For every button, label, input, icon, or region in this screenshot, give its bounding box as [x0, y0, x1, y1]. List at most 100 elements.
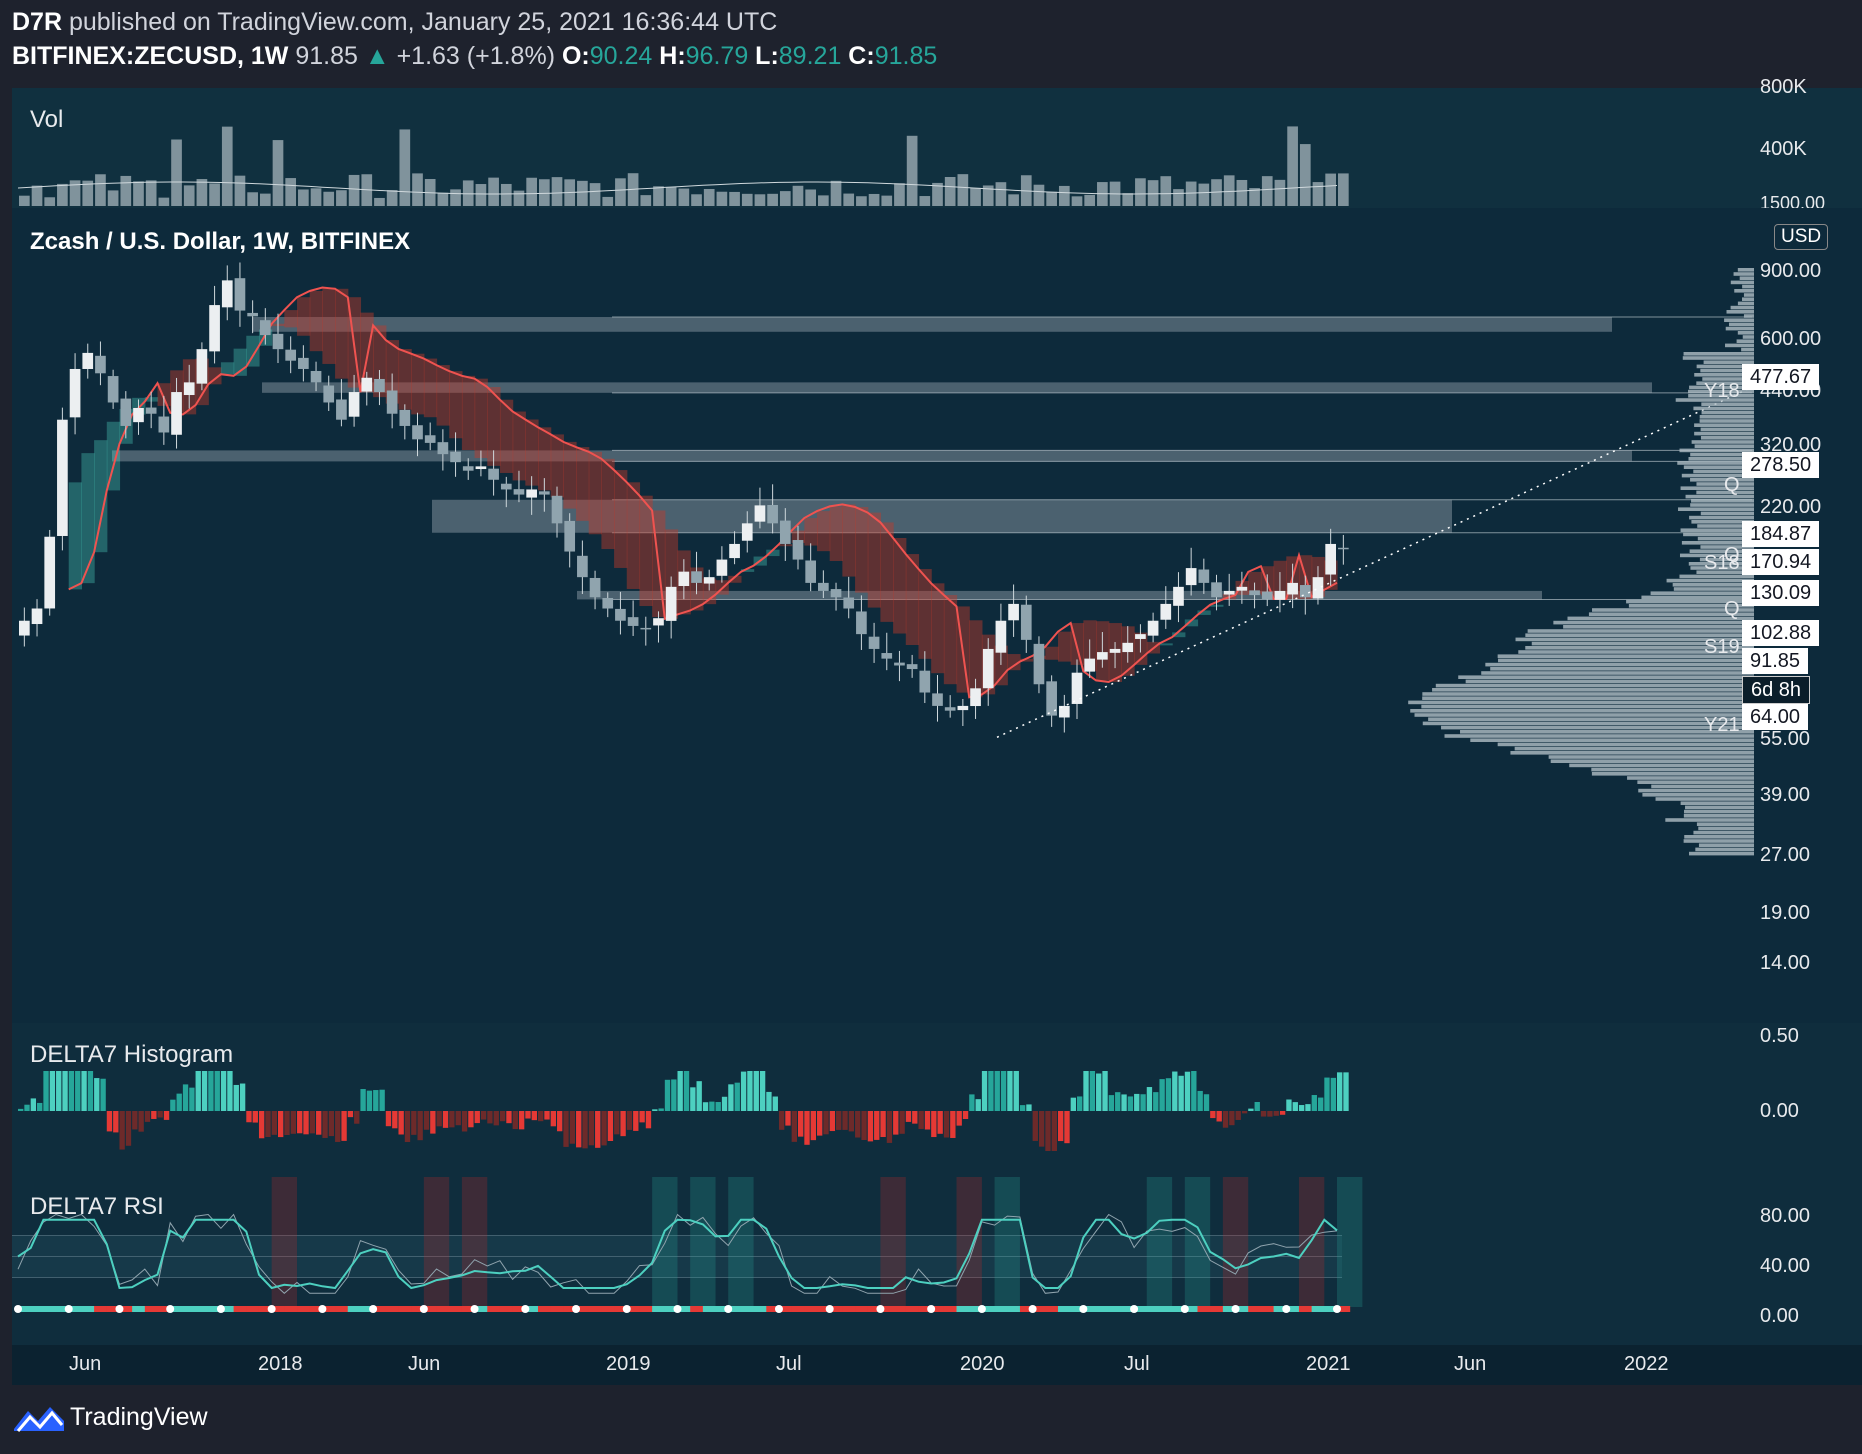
histogram-bar: [988, 1071, 994, 1111]
signal-strip-segment: [576, 1306, 590, 1312]
candle-body: [19, 620, 30, 636]
histogram-bar: [1121, 1094, 1127, 1111]
signal-strip-segment: [614, 1306, 628, 1312]
histogram-bar: [1305, 1104, 1311, 1111]
time-axis-label: 2019: [606, 1353, 651, 1375]
volume-bar: [843, 193, 855, 206]
cloud-segment: [588, 451, 603, 535]
candle-body: [1033, 643, 1045, 685]
candle-body: [792, 540, 804, 560]
volume-profile-bar: [1682, 356, 1754, 360]
volume-profile-bar: [1428, 717, 1754, 721]
volume-profile-bar: [1700, 436, 1754, 440]
signal-strip-segment: [322, 1306, 336, 1312]
currency-button[interactable]: USD: [1774, 224, 1829, 250]
signal-strip-segment: [1108, 1306, 1122, 1312]
histogram-bar: [366, 1090, 373, 1111]
candle-body: [234, 278, 246, 311]
histogram-bar: [664, 1079, 671, 1111]
histogram-bar: [709, 1101, 715, 1111]
volume-profile-bar: [1742, 284, 1754, 289]
signal-strip-segment: [106, 1306, 120, 1312]
signal-strip-segment: [563, 1306, 577, 1312]
volume-profile-bar: [1693, 830, 1754, 835]
candle-body: [1147, 620, 1159, 636]
volume-pane[interactable]: Vol 800K 400K 1500.00: [12, 76, 1862, 213]
volume-bar: [209, 183, 220, 206]
histogram-bar: [157, 1111, 163, 1118]
signal-strip-segment: [1184, 1306, 1198, 1312]
signal-strip-segment: [918, 1306, 932, 1312]
volume-bar: [691, 194, 702, 206]
rsi-pane[interactable]: DELTA7 RSI 80.00 40.00 0.00: [12, 1177, 1862, 1345]
trailing-stop-line: [68, 286, 1338, 699]
volume-bar: [653, 186, 664, 206]
candle-body: [894, 662, 905, 666]
histogram-bar: [18, 1108, 24, 1111]
brand-name[interactable]: TradingView: [70, 1403, 208, 1431]
volume-profile-bar: [1444, 734, 1754, 738]
cloud-segment: [335, 288, 349, 379]
histogram-pane[interactable]: DELTA7 Histogram 0.50 0.00: [12, 1023, 1862, 1177]
volume-profile-bar: [1703, 360, 1754, 364]
volume-profile-bar: [1421, 704, 1754, 709]
rsi-state-column: [690, 1177, 716, 1307]
volume-bar: [1147, 180, 1159, 206]
candle-body: [716, 559, 728, 576]
volume-profile-bar: [1688, 389, 1754, 394]
rsi-state-column: [1222, 1177, 1249, 1307]
volume-profile-bar: [1680, 801, 1754, 805]
volume-profile-bar: [1685, 494, 1754, 499]
rsi-plot: [12, 1177, 1363, 1313]
volume-bar: [640, 195, 652, 206]
volume-profile-bar: [1724, 318, 1754, 322]
histogram-bar: [747, 1071, 753, 1111]
publisher-name[interactable]: D7R: [12, 8, 63, 36]
volume-bar: [336, 190, 347, 206]
tradingview-logo-icon[interactable]: [12, 1401, 66, 1433]
signal-dot: [622, 1305, 631, 1313]
volume-profile-bar: [1690, 478, 1754, 482]
symbol-name[interactable]: BITFINEX:ZECUSD, 1W: [12, 42, 289, 70]
histogram-bar: [214, 1071, 220, 1111]
time-axis-label: 2022: [1624, 1353, 1669, 1375]
signal-strip-segment: [588, 1306, 602, 1312]
volume-profile-bar: [1695, 847, 1754, 852]
volume-bar: [323, 191, 335, 206]
volume-profile-bar: [1693, 406, 1754, 411]
cloud-segment: [842, 504, 856, 577]
volume-profile-bar: [1525, 646, 1754, 650]
cloud-segment: [1019, 658, 1034, 662]
volume-bar: [1173, 189, 1184, 206]
volume-profile-bar: [1701, 402, 1754, 406]
histogram-bar: [728, 1084, 734, 1111]
histogram-bar: [766, 1091, 772, 1111]
histogram-bar: [1057, 1111, 1064, 1142]
volume-profile-bar: [1563, 625, 1754, 629]
last-price-tag: 91.85: [1742, 648, 1809, 674]
signal-strip-segment: [1210, 1306, 1224, 1312]
volume-bar: [577, 180, 588, 206]
rsi-state-column: [1184, 1177, 1211, 1307]
volume-bar: [1046, 191, 1057, 206]
histogram-bar: [899, 1111, 905, 1134]
volume-profile-bar: [1700, 545, 1754, 549]
volume-profile-bar: [1743, 293, 1754, 297]
histogram-bar: [772, 1096, 778, 1111]
histogram-bar: [1077, 1096, 1083, 1111]
signal-strip-segment: [855, 1306, 869, 1312]
time-axis-label: 2021: [1306, 1353, 1351, 1375]
cloud-segment: [385, 340, 400, 404]
signal-dot: [673, 1305, 682, 1313]
price-pane[interactable]: Zcash / U.S. Dollar, 1W, BITFINEX USD 90…: [12, 208, 1862, 1023]
volume-profile-bar: [1689, 515, 1754, 520]
volume-profile-bar: [1497, 654, 1754, 658]
time-axis[interactable]: Jun 2018 Jun 2019 Jul 2020 Jul 2021 Jun …: [12, 1345, 1862, 1385]
volume-profile-bar: [1683, 814, 1754, 818]
volume-profile-bar: [1685, 805, 1754, 810]
signal-strip-segment: [233, 1306, 247, 1312]
candle-body: [1020, 604, 1032, 640]
histogram-bar: [614, 1111, 620, 1135]
histogram-bar: [461, 1111, 468, 1132]
signal-strip-segment: [715, 1306, 729, 1312]
